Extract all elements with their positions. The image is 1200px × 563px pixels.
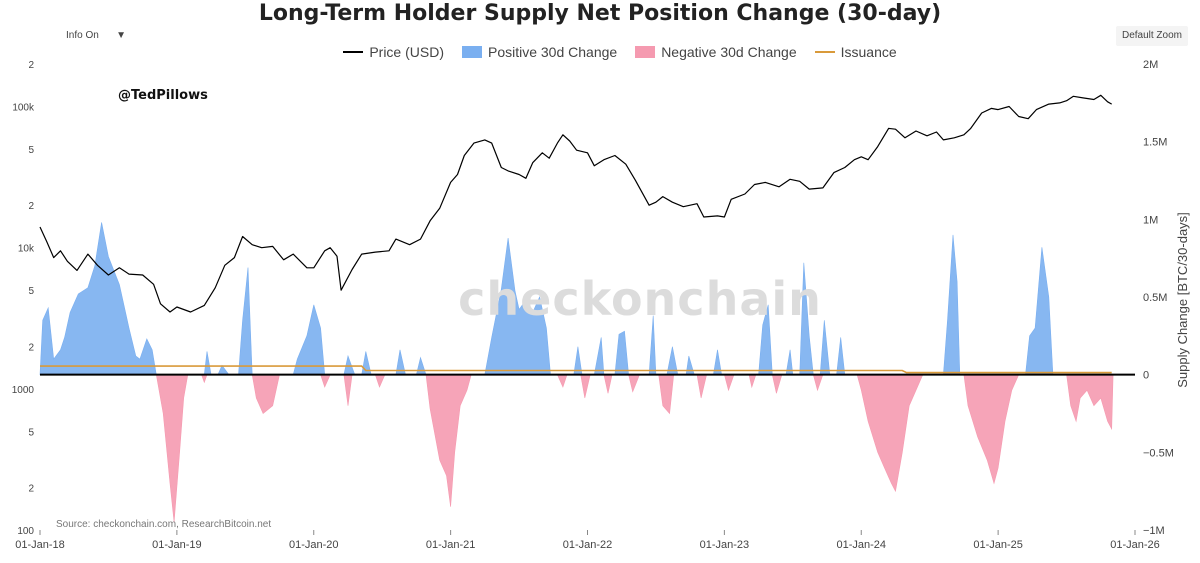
x-axis-tick-label: 01-Jan-21	[426, 539, 476, 551]
chevron-down-icon: ▼	[116, 30, 126, 41]
left-axis-tick-label: 5	[28, 286, 34, 297]
right-axis-title: Supply Change [BTC/30-days]	[1175, 212, 1190, 388]
left-axis-tick-label: 100	[17, 526, 34, 537]
issuance-line	[40, 365, 1112, 374]
legend: Price (USD) Positive 30d Change Negative…	[0, 44, 1200, 60]
legend-item-positive-change[interactable]: Positive 30d Change	[461, 44, 618, 60]
negative-change-area	[40, 374, 1114, 523]
axes: 100 2 5 1000 2 5 10k 2 5 100k 2 2M 1.5M 1M 0.5M 0 −0.5M −…	[12, 59, 1174, 551]
legend-label: Positive 30d Change	[487, 44, 618, 60]
x-axis-tick-label: 01-Jan-19	[152, 539, 202, 551]
left-axis-tick-label: 1000	[12, 385, 35, 396]
right-axis-tick-label: 1M	[1143, 214, 1158, 226]
price-line	[39, 94, 1112, 313]
x-axis-tick-label: 01-Jan-18	[15, 539, 65, 551]
info-toggle-dropdown[interactable]: Info On ▼	[60, 26, 138, 46]
default-zoom-button[interactable]: Default Zoom	[1115, 26, 1188, 46]
issuance-line-icon	[814, 51, 835, 53]
right-axis-tick-label: −0.5M	[1143, 447, 1174, 459]
author-handle: @TedPillows	[118, 88, 208, 103]
legend-label: Negative 30d Change	[661, 44, 797, 60]
negative-fill-icon	[635, 46, 656, 58]
left-axis-tick-label: 5	[28, 427, 34, 438]
legend-item-negative-change[interactable]: Negative 30d Change	[635, 44, 797, 60]
right-axis-tick-label: 0	[1143, 370, 1149, 382]
left-axis-tick-label: 2	[28, 342, 34, 353]
legend-item-issuance[interactable]: Issuance	[814, 44, 897, 60]
legend-label: Issuance	[840, 44, 897, 60]
info-toggle-label: Info On	[66, 30, 99, 41]
x-axis-tick-label: 01-Jan-26	[1110, 539, 1160, 551]
legend-label: Price (USD)	[369, 44, 444, 60]
left-axis-tick-label: 2	[28, 201, 34, 212]
positive-fill-icon	[461, 46, 482, 58]
plot-area	[39, 94, 1135, 523]
x-axis-tick-label: 01-Jan-22	[563, 539, 613, 551]
left-axis-tick-label: 2	[28, 484, 34, 495]
right-axis-tick-label: 1.5M	[1143, 137, 1167, 149]
price-line-icon	[343, 51, 364, 53]
chart-title: Long-Term Holder Supply Net Position Cha…	[258, 1, 942, 26]
right-axis-tick-label: −1M	[1143, 525, 1165, 537]
x-axis-tick-label: 01-Jan-20	[289, 539, 339, 551]
x-axis-tick-label: 01-Jan-24	[836, 539, 886, 551]
legend-item-price[interactable]: Price (USD)	[343, 44, 444, 60]
watermark-text: checkonchain	[458, 272, 822, 326]
x-axis-tick-label: 01-Jan-25	[973, 539, 1023, 551]
x-axis-tick-label: 01-Jan-23	[700, 539, 750, 551]
left-axis-tick-label: 2	[28, 60, 34, 71]
right-axis-tick-label: 2M	[1143, 59, 1158, 71]
left-axis-tick-label: 5	[28, 145, 34, 156]
source-note: Source: checkonchain.com, ResearchBitcoi…	[56, 519, 271, 530]
left-axis-tick-label: 100k	[12, 102, 35, 113]
left-axis-tick-label: 10k	[18, 244, 35, 255]
right-axis-tick-label: 0.5M	[1143, 292, 1167, 304]
